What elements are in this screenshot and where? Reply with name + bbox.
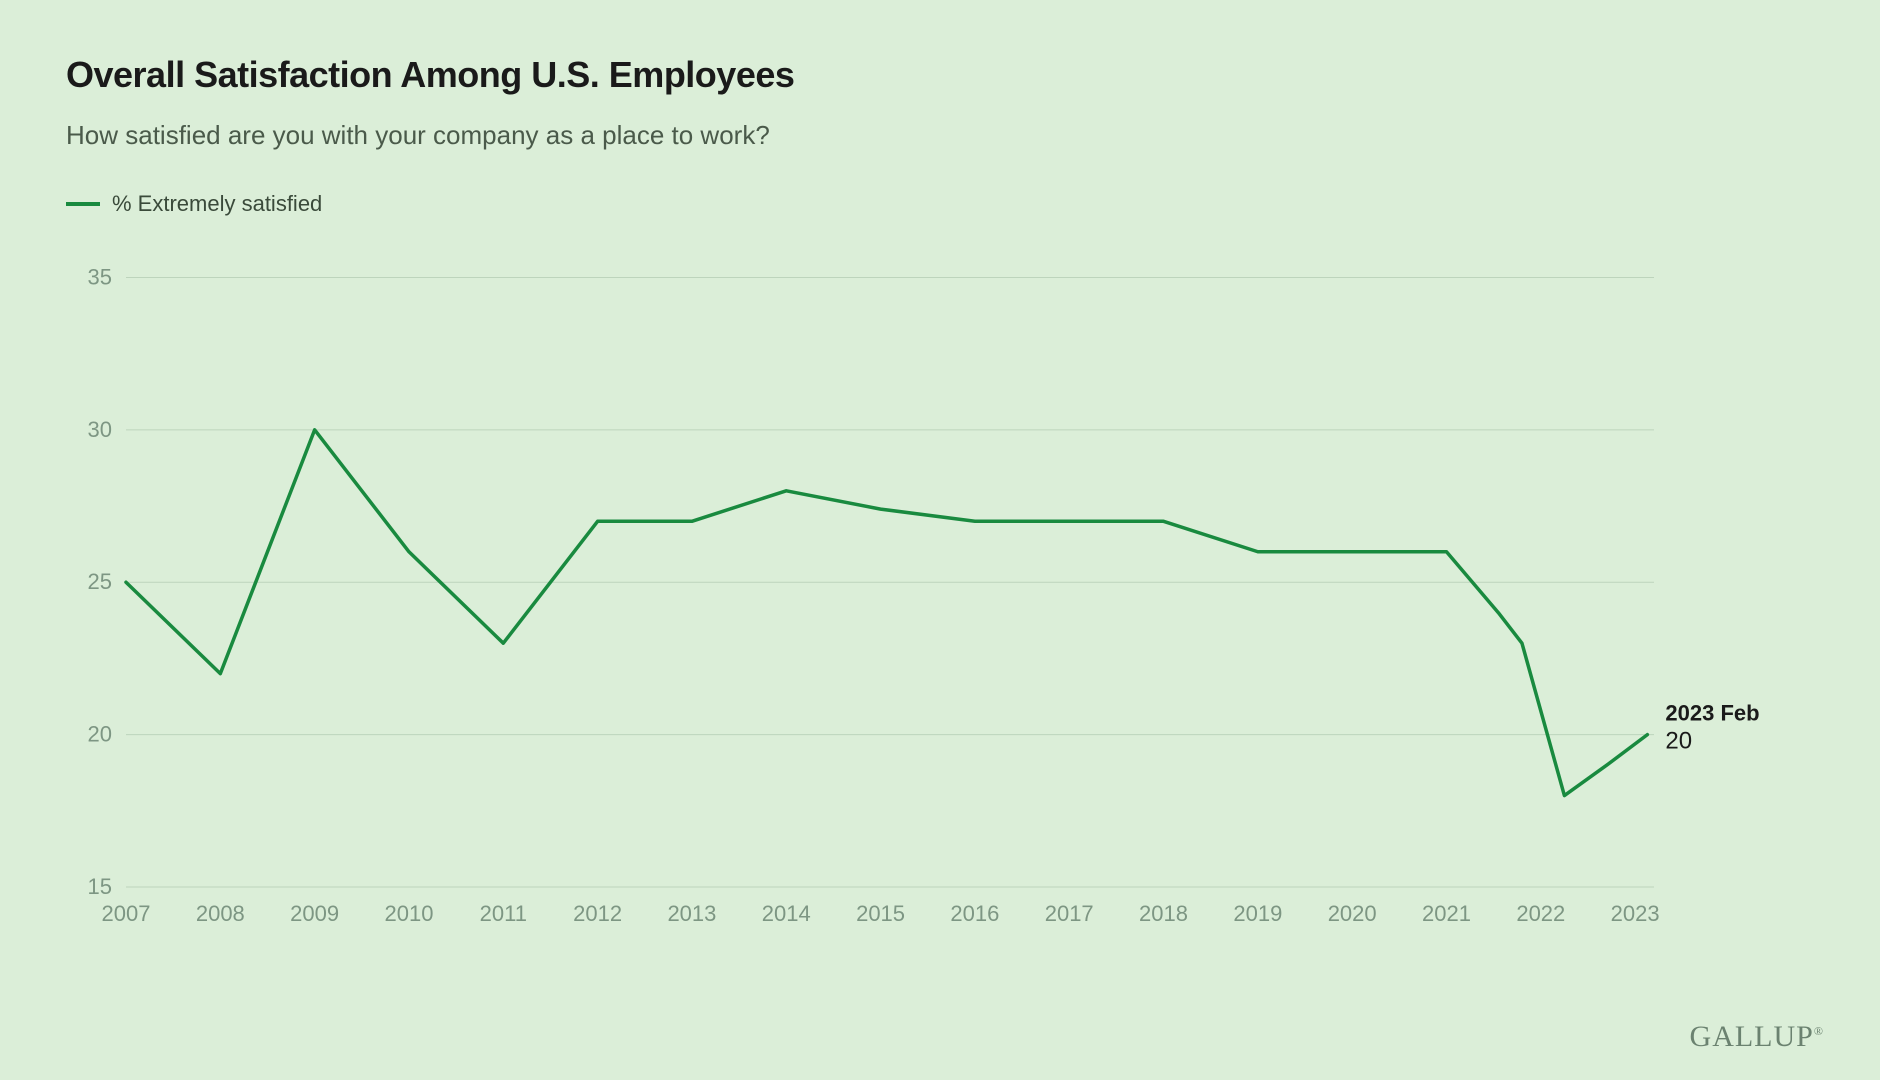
x-tick-label: 2022 (1516, 901, 1565, 926)
x-tick-label: 2019 (1233, 901, 1282, 926)
brand-logo: GALLUP® (1690, 1020, 1824, 1054)
legend: % Extremely satisfied (66, 191, 1814, 217)
legend-swatch (66, 202, 100, 206)
x-tick-label: 2018 (1139, 901, 1188, 926)
y-tick-label: 35 (88, 264, 112, 289)
y-tick-label: 25 (88, 569, 112, 594)
x-tick-label: 2009 (290, 901, 339, 926)
y-tick-label: 20 (88, 722, 112, 747)
chart-container: Overall Satisfaction Among U.S. Employee… (0, 0, 1880, 1080)
chart-title: Overall Satisfaction Among U.S. Employee… (66, 54, 1814, 96)
end-annotation-value: 20 (1665, 728, 1692, 755)
x-tick-label: 2013 (667, 901, 716, 926)
x-tick-label: 2008 (196, 901, 245, 926)
x-tick-label: 2017 (1045, 901, 1094, 926)
registered-mark: ® (1814, 1024, 1824, 1038)
x-tick-label: 2007 (102, 901, 151, 926)
x-tick-label: 2020 (1328, 901, 1377, 926)
chart-subtitle: How satisfied are you with your company … (66, 120, 1814, 151)
x-tick-label: 2010 (384, 901, 433, 926)
series-line (126, 430, 1647, 796)
y-tick-label: 15 (88, 874, 112, 899)
line-chart-svg: 15 20 25 30 35 2007 2008 2009 2010 2011 2012 2013 20… (66, 227, 1814, 937)
legend-label: % Extremely satisfied (112, 191, 322, 217)
chart-plot-area: 15 20 25 30 35 2007 2008 2009 2010 2011 2012 2013 20… (66, 227, 1814, 937)
x-tick-label: 2021 (1422, 901, 1471, 926)
brand-text: GALLUP (1690, 1020, 1814, 1053)
x-tick-label: 2015 (856, 901, 905, 926)
y-tick-label: 30 (88, 417, 112, 442)
x-tick-label: 2023 (1611, 901, 1660, 926)
x-tick-label: 2012 (573, 901, 622, 926)
x-tick-label: 2016 (950, 901, 999, 926)
x-tick-label: 2011 (480, 901, 527, 926)
x-tick-label: 2014 (762, 901, 811, 926)
end-annotation-date: 2023 Feb (1665, 701, 1759, 726)
